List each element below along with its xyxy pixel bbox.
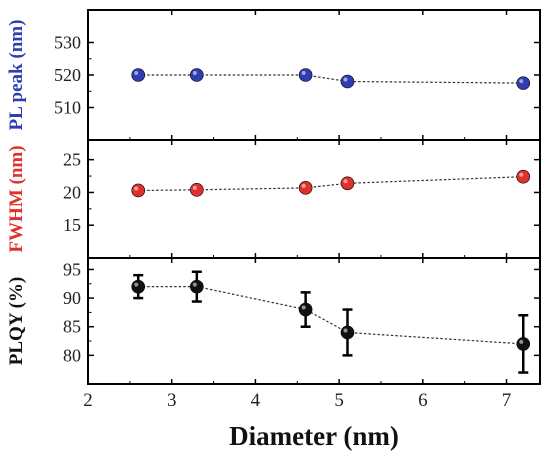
x-tick-label: 3 (167, 390, 177, 411)
data-point-highlight (192, 185, 197, 190)
x-tick-label: 4 (251, 390, 261, 411)
data-point-highlight (519, 172, 524, 177)
x-tick-label: 7 (502, 390, 512, 411)
data-point-highlight (192, 282, 197, 287)
data-point (131, 68, 146, 82)
y-axis-label-unit: (nm) (6, 20, 27, 59)
data-point (516, 169, 531, 184)
y-tick-label: 530 (54, 33, 81, 53)
panel-2: 15 20 25 (63, 139, 541, 259)
data-point-highlight (343, 179, 348, 184)
y-tick-label: 85 (63, 317, 81, 337)
data-point (131, 183, 146, 198)
data-point (190, 183, 204, 197)
data-point (516, 76, 531, 90)
data-point-highlight (134, 71, 139, 75)
panel-frame (87, 139, 541, 259)
panel-3: 80 85 90 95 (63, 257, 541, 385)
x-tick-label: 2 (83, 390, 93, 411)
data-point-highlight (301, 183, 306, 188)
panel-frame (87, 257, 541, 385)
data-point (340, 176, 355, 191)
data-point (298, 68, 313, 82)
y-tick-label: 510 (54, 98, 81, 118)
data-point-highlight (134, 282, 139, 287)
y-tick-label: 15 (63, 215, 81, 235)
y-tick-label: 95 (63, 259, 81, 279)
data-point (131, 279, 146, 294)
y-axis-label-unit: (nm) (6, 145, 27, 184)
data-point (190, 68, 204, 82)
data-point (340, 74, 355, 89)
data-point (340, 325, 355, 340)
data-point (190, 279, 204, 294)
data-point-highlight (343, 77, 348, 82)
data-point-highlight (192, 71, 197, 75)
x-tick-label: 6 (418, 390, 428, 411)
data-point-highlight (301, 71, 306, 75)
y-tick-label: 90 (63, 288, 81, 308)
y-axis-label-pl-peak: PL peak (nm) (6, 20, 27, 131)
y-axis-label-fwhm: FWHM (nm) (6, 145, 27, 252)
y-tick-label: 25 (63, 150, 81, 170)
data-point (298, 181, 313, 195)
y-tick-label: 20 (63, 182, 81, 202)
data-point-highlight (134, 186, 139, 191)
panel-frame (87, 9, 541, 141)
data-point-highlight (343, 328, 348, 333)
data-point-highlight (301, 305, 306, 310)
y-axis-label-name: FWHM (6, 184, 27, 252)
data-point (516, 337, 531, 351)
y-axis-label-plqy: PLQY (%) (6, 277, 27, 365)
x-tick-label: 5 (334, 390, 344, 411)
data-point-highlight (519, 339, 524, 344)
y-tick-label: 80 (63, 345, 81, 365)
y-tick-label: 520 (54, 65, 81, 85)
x-axis-title: Diameter (nm) (229, 421, 399, 451)
series-line (138, 286, 524, 345)
panel-1: 510 520 530 (54, 9, 541, 141)
y-axis-label-name: PL peak (6, 59, 27, 131)
data-point (298, 302, 313, 317)
data-point-highlight (519, 79, 524, 84)
